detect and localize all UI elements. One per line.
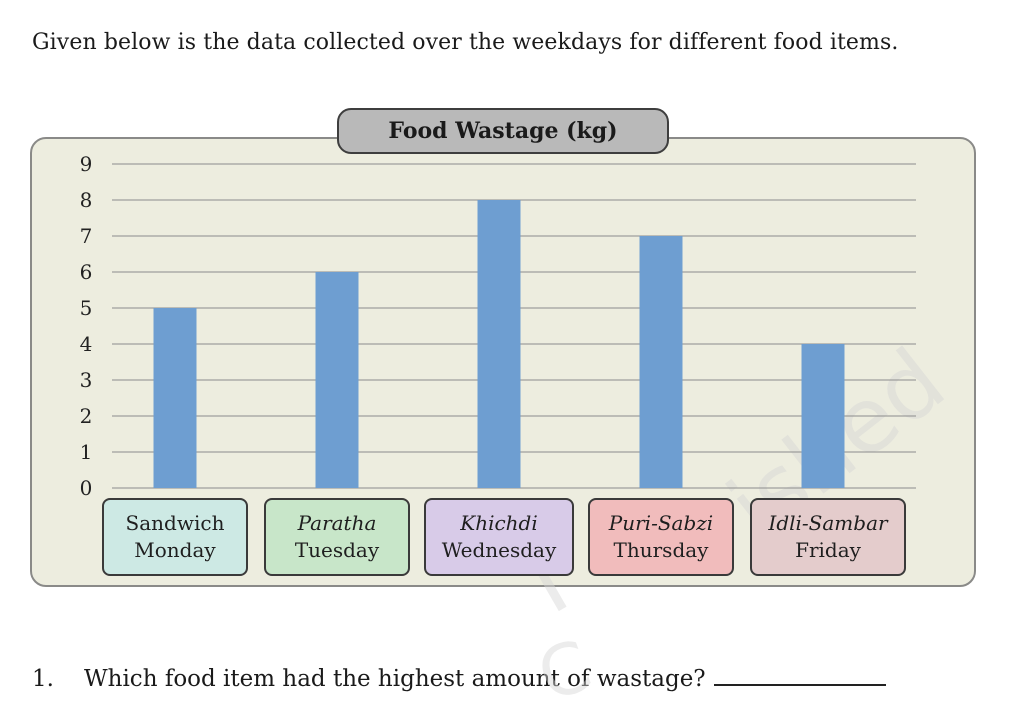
day-label: Wednesday xyxy=(441,538,557,562)
y-tick-label: 5 xyxy=(80,296,93,320)
intro-text: Given below is the data collected over t… xyxy=(32,30,899,55)
food-label: Khichdi xyxy=(460,511,538,535)
day-label: Tuesday xyxy=(294,538,380,562)
question-1: 1. Which food item had the highest amoun… xyxy=(32,664,886,692)
y-tick-label: 7 xyxy=(80,224,93,248)
category-box-tuesday: Paratha Tuesday xyxy=(264,498,410,576)
category-box-monday: Sandwich Monday xyxy=(102,498,248,576)
y-tick-label: 6 xyxy=(80,260,93,284)
y-tick-label: 0 xyxy=(80,476,93,500)
food-label: Puri-Sabzi xyxy=(608,511,714,535)
y-tick-label: 9 xyxy=(80,152,93,176)
question-text: Which food item had the highest amount o… xyxy=(84,666,706,692)
y-tick-label: 3 xyxy=(80,368,93,392)
day-label: Thursday xyxy=(613,538,709,562)
food-label: Paratha xyxy=(297,511,377,535)
category-box-friday: Idli-Sambar Friday xyxy=(750,498,906,576)
category-box-thursday: Puri-Sabzi Thursday xyxy=(588,498,734,576)
chart-title: Food Wastage (kg) xyxy=(337,108,669,154)
bar-idli-sambar xyxy=(801,344,845,488)
y-tick-label: 1 xyxy=(80,440,93,464)
y-tick-label: 4 xyxy=(80,332,93,356)
y-tick-label: 2 xyxy=(80,404,93,428)
day-label: Monday xyxy=(134,538,216,562)
category-box-wednesday: Khichdi Wednesday xyxy=(424,498,574,576)
bar-khichdi xyxy=(477,200,521,488)
bar-sandwich xyxy=(153,308,197,488)
day-label: Friday xyxy=(795,538,861,562)
food-label: Sandwich xyxy=(125,511,225,535)
y-tick-label: 8 xyxy=(80,188,93,212)
question-number: 1. xyxy=(32,666,54,692)
bar-paratha xyxy=(315,272,359,488)
bar-puri-sabzi xyxy=(639,236,683,488)
answer-blank[interactable] xyxy=(713,664,886,686)
food-label: Idli-Sambar xyxy=(768,511,888,535)
